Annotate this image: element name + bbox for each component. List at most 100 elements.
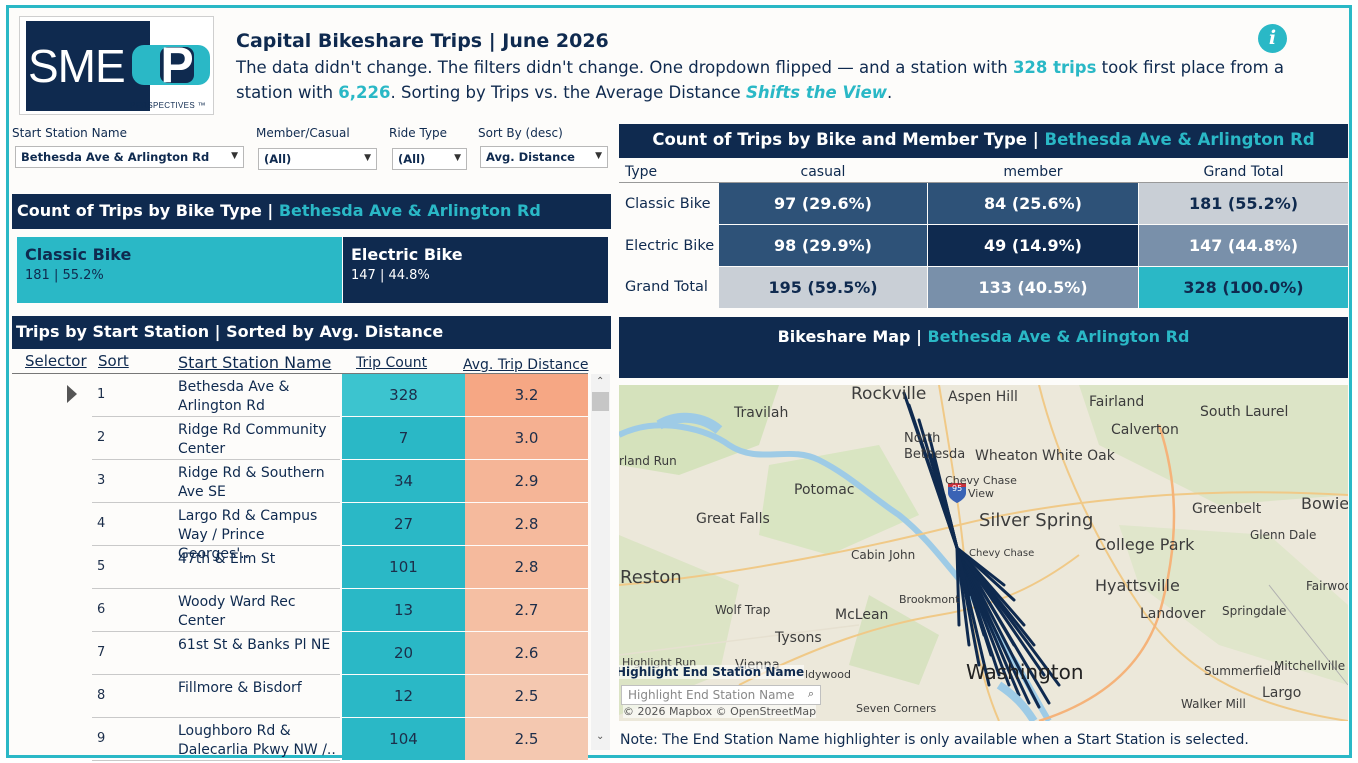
map-header: Bikeshare Map | Bethesda Ave & Arlington… [619,317,1348,378]
matrix-header: Count of Trips by Bike and Member Type |… [619,124,1348,158]
sort-by-filter-label: Sort By (desc) [478,126,563,140]
map-place-label: Cabin John [851,548,916,562]
row-sort: 1 [97,387,106,402]
chevron-down-icon: ▼ [454,153,461,163]
row-divider [92,545,340,546]
row-avg-distance: 2.5 [465,718,588,760]
col-trip-count[interactable]: Trip Count [356,355,428,371]
electric-bike-card[interactable]: Electric Bike 147 | 44.8% [343,237,608,303]
col-selector[interactable]: Selector [25,352,87,370]
map-place-label: Mitchellville [1274,659,1346,673]
matrix-cell[interactable]: 328 (100.0%) [1139,267,1348,308]
row-avg-distance: 2.6 [465,632,588,674]
matrix-cell[interactable]: 181 (55.2%) [1139,183,1348,224]
map-place-label: Hyattsville [1095,576,1180,595]
selector-arrow-icon[interactable] [67,385,77,403]
map-place-label: Wheaton [975,448,1038,464]
table-row[interactable]: 8 Fillmore & Bisdorf 12 2.5 [12,675,588,718]
map-place-label: Washington [966,660,1084,684]
table-row[interactable]: 3 Ridge Rd & Southern Ave SE 34 2.9 [12,460,588,503]
table-row[interactable]: 2 Ridge Rd Community Center 7 3.0 [12,417,588,460]
sort-by-dropdown[interactable]: Avg. Distance ▼ [480,146,608,168]
classic-bike-card[interactable]: Classic Bike 181 | 55.2% [17,237,342,303]
map-place-label: Brookmont [899,593,960,606]
row-sort: 7 [97,645,106,660]
row-divider [92,416,340,417]
table-scrollbar[interactable]: ⌃ ⌄ [591,374,610,750]
map-place-label: Calverton [1111,422,1179,438]
highlight-end-station-input[interactable]: Highlight End Station Name ⌕ [621,685,821,705]
scroll-down-icon[interactable]: ⌄ [596,731,605,742]
map-place-label: Great Falls [696,511,770,527]
matrix-cell[interactable]: 49 (14.9%) [928,225,1138,266]
table-row[interactable]: 7 61st St & Banks Pl NE 20 2.6 [12,632,588,675]
row-divider [92,717,340,718]
scrollbar-thumb[interactable] [592,392,609,411]
row-station-name[interactable]: Ridge Rd & Southern Ave SE [178,465,325,500]
row-station-name[interactable]: Ridge Rd Community Center [178,422,327,457]
row-station-name[interactable]: 61st St & Banks Pl NE [178,637,331,653]
start-station-dropdown[interactable]: Bethesda Ave & Arlington Rd ▼ [15,146,244,168]
map-place-label: Fairland [1089,394,1145,410]
map-place-label: Landover [1140,606,1206,622]
map-place-label: Tysons [775,630,822,646]
matrix-cell[interactable]: 98 (29.9%) [719,225,927,266]
trip-flow-line [955,546,991,687]
matrix-cell[interactable]: 133 (40.5%) [928,267,1138,308]
matrix-header-divider [619,182,1348,183]
row-divider [92,502,340,503]
row-station-name[interactable]: Bethesda Ave & Arlington Rd [178,379,290,414]
row-station-name[interactable]: Fillmore & Bisdorf [178,680,302,696]
table-row[interactable]: 4 Largo Rd & Campus Way / Prince Georges'… [12,503,588,562]
row-avg-distance: 2.5 [465,675,588,717]
table-row[interactable]: 5 47th & Elm St 101 2.8 [12,546,588,589]
map-place-label: McLean [835,607,889,623]
map-attribution: © 2026 Mapbox © OpenStreetMap [623,705,817,718]
row-trip-count: 101 [342,546,465,588]
col-sort[interactable]: Sort [98,352,129,370]
map-place-label: Chevy Chase [969,548,1035,559]
map-place-label: Rockville [851,385,927,404]
dashboard-subtitle: The data didn't change. The filters didn… [236,58,1285,102]
member-casual-filter-label: Member/Casual [256,126,350,140]
matrix-col-casual: casual [800,164,846,180]
matrix-row-label: Grand Total [625,279,708,295]
table-row[interactable]: 6 Woody Ward Rec Center 13 2.7 [12,589,588,632]
ride-type-dropdown[interactable]: (All) ▼ [392,148,467,170]
matrix-col-grand-total: Grand Total [1203,164,1284,180]
col-avg-trip-distance[interactable]: Avg. Trip Distance [463,357,589,373]
map-place-label: Bowie [1301,494,1348,513]
matrix-cell[interactable]: 147 (44.8%) [1139,225,1348,266]
map-place-label: Walker Mill [1181,697,1246,711]
map-place-label: Fairwoo [1306,579,1348,593]
matrix-cell[interactable]: 195 (59.5%) [719,267,927,308]
matrix-cell[interactable]: 97 (29.6%) [719,183,927,224]
row-sort: 6 [97,602,106,617]
row-divider [92,760,340,761]
scroll-up-icon[interactable]: ⌃ [596,376,605,387]
row-avg-distance: 2.8 [465,546,588,588]
table-row[interactable]: 1 Bethesda Ave & Arlington Rd 328 3.2 [12,374,588,417]
row-divider [92,631,340,632]
info-icon[interactable]: i [1258,24,1287,53]
start-station-filter-label: Start Station Name [12,126,128,140]
map-place-label: Potomac [794,482,855,498]
matrix-cell[interactable]: 84 (25.6%) [928,183,1138,224]
row-avg-distance: 2.7 [465,589,588,631]
bikeshare-map[interactable]: Rockville Aspen Hill Fairland South Laur… [619,385,1348,721]
row-sort: 2 [97,430,106,445]
col-start-station-name[interactable]: Start Station Name [178,353,332,372]
row-station-name[interactable]: 47th & Elm St [178,551,276,567]
table-row[interactable]: 9 Loughboro Rd & Dalecarlia Pkwy NW /.. 10… [12,718,588,761]
row-trip-count: 7 [342,417,465,459]
map-place-label: Summerfield [1204,664,1281,678]
chevron-down-icon: ▼ [595,151,602,161]
row-station-name[interactable]: Loughboro Rd & Dalecarlia Pkwy NW /.. [178,723,336,758]
matrix-row-label: Classic Bike [625,196,711,212]
table-header-divider [12,373,588,374]
map-place-label: ldywood [805,668,851,681]
row-station-name[interactable]: Largo Rd & Campus Way / Prince Georges'.… [178,508,318,562]
row-station-name[interactable]: Woody Ward Rec Center [178,594,296,629]
member-casual-dropdown[interactable]: (All) ▼ [258,148,377,170]
trip-flow-line [955,546,1061,687]
